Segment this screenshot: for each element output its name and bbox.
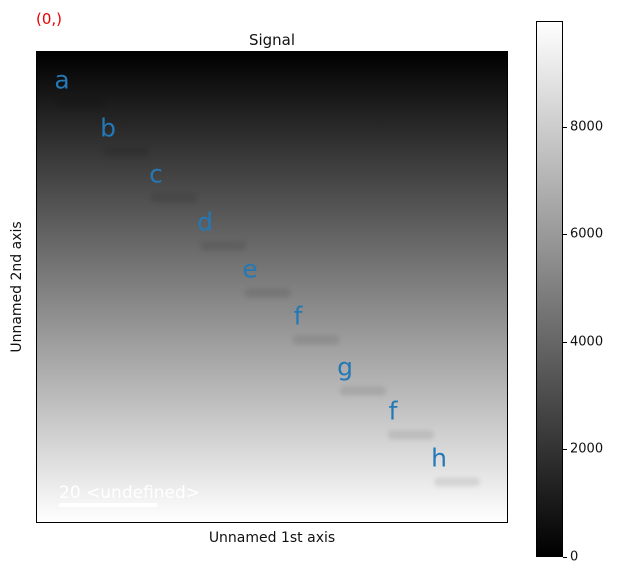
signal-peak xyxy=(388,430,434,440)
colorbar-tick-label: 4000 xyxy=(570,334,604,350)
signal-peak xyxy=(434,477,480,487)
annotation-label-e: e xyxy=(242,254,258,284)
colorbar-tick-label: 8000 xyxy=(570,119,604,135)
colorbar-tick xyxy=(563,557,567,558)
y-axis-label: Unnamed 2nd axis xyxy=(9,221,25,353)
annotation-label-g: g xyxy=(337,352,353,382)
colorbar-tick-label: 0 xyxy=(570,549,579,565)
scalebar-bar xyxy=(59,503,157,507)
colorbar-tick-label: 2000 xyxy=(570,441,604,457)
signal-peak xyxy=(340,386,386,396)
x-axis-label: Unnamed 1st axis xyxy=(208,530,336,546)
colorbar-tick xyxy=(563,449,567,450)
colorbar-tick xyxy=(563,127,567,128)
colorbar-tick xyxy=(563,234,567,235)
annotation-label-f: f xyxy=(293,301,303,331)
index-label: (0,) xyxy=(36,10,63,28)
annotation-label-f: f xyxy=(388,396,398,426)
scalebar-label: 20 <undefined> xyxy=(59,483,201,503)
signal-peak xyxy=(200,241,246,251)
colorbar xyxy=(536,21,563,557)
annotation-label-h: h xyxy=(431,443,447,473)
annotation-label-d: d xyxy=(197,207,213,237)
scalebar: 20 <undefined> xyxy=(59,483,201,507)
signal-peak xyxy=(103,147,149,157)
annotation-label-c: c xyxy=(149,159,163,189)
colorbar-tick-label: 6000 xyxy=(570,226,604,242)
signal-peak xyxy=(293,335,339,345)
plot-title: Signal xyxy=(248,31,296,49)
annotation-label-a: a xyxy=(54,65,70,95)
signal-peak xyxy=(57,99,103,109)
annotation-label-b: b xyxy=(100,113,116,143)
signal-peak xyxy=(245,288,291,298)
colorbar-tick xyxy=(563,342,567,343)
signal-peak xyxy=(151,193,197,203)
